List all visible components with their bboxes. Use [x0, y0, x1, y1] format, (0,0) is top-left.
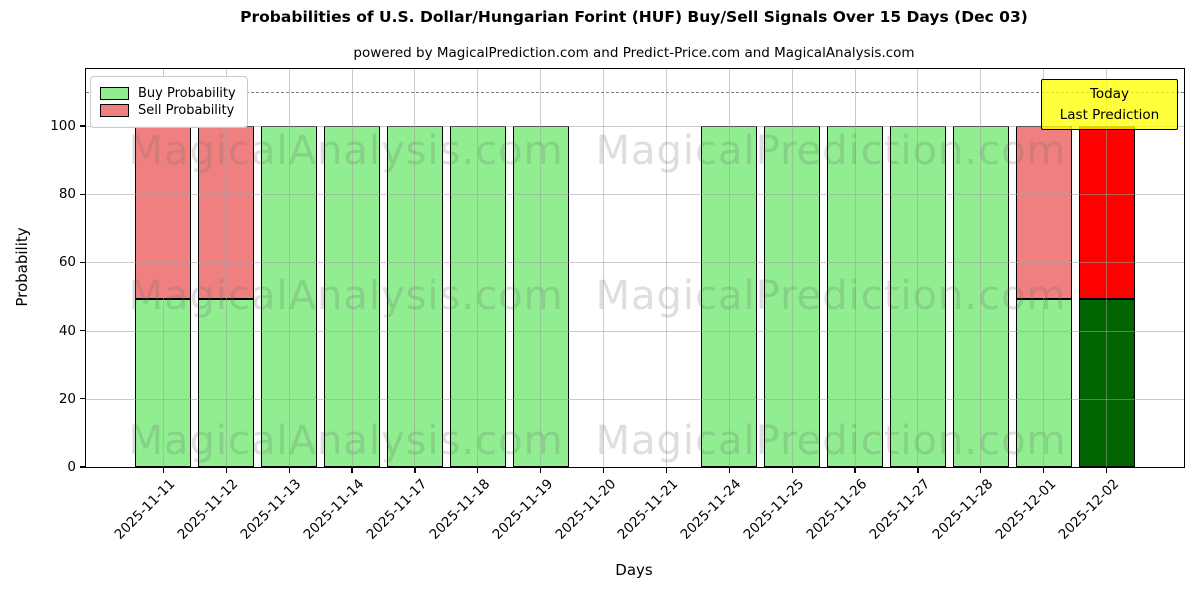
- y-tick: [79, 261, 85, 264]
- x-tick: [791, 468, 793, 473]
- x-tick: [225, 468, 227, 473]
- x-tick: [854, 468, 856, 473]
- v-gridline: [477, 69, 479, 467]
- today-annotation-line1: Today: [1089, 85, 1130, 102]
- v-gridline: [603, 69, 605, 467]
- v-gridline: [665, 69, 667, 467]
- legend-swatch-sell: [100, 104, 129, 117]
- plot-area: Buy Probability Sell Probability Today L…: [50, 68, 1185, 543]
- y-tick: [79, 329, 85, 332]
- y-tick: [79, 398, 85, 400]
- watermark-text: MagicalPrediction.com: [595, 418, 1067, 464]
- chart-subtitle: powered by MagicalPrediction.com and Pre…: [353, 45, 915, 61]
- v-gridline: [917, 69, 919, 467]
- v-gridline: [288, 69, 290, 467]
- v-gridline: [1043, 69, 1045, 467]
- today-annotation-line2: Last Prediction: [1059, 106, 1160, 123]
- v-gridline: [414, 69, 416, 467]
- x-tick: [665, 468, 668, 473]
- y-tick: [79, 466, 85, 468]
- h-gridline: [86, 262, 1184, 264]
- y-tick-label: 60: [58, 254, 76, 271]
- y-tick-label: 80: [58, 186, 76, 203]
- watermark-text: MagicalAnalysis.com: [128, 128, 564, 174]
- y-tick-label: 100: [50, 117, 76, 134]
- x-tick: [602, 468, 605, 473]
- x-tick: [477, 468, 479, 473]
- h-gridline: [86, 125, 1184, 127]
- y-tick-label: 0: [67, 459, 76, 475]
- x-axis-label: Days: [615, 561, 653, 579]
- x-tick: [1105, 468, 1108, 473]
- x-tick: [351, 468, 353, 473]
- x-tick: [288, 468, 290, 473]
- v-gridline: [728, 69, 730, 467]
- dashed-guide-line: [86, 91, 1184, 93]
- chart-title: Probabilities of U.S. Dollar/Hungarian F…: [240, 8, 1028, 26]
- x-tick: [728, 468, 730, 473]
- v-gridline: [791, 69, 793, 467]
- legend-label-buy: Buy Probability: [138, 86, 236, 101]
- v-gridline: [980, 69, 982, 467]
- y-tick: [79, 193, 85, 195]
- today-annotation: Today Last Prediction: [1041, 79, 1178, 130]
- watermark-text: MagicalPrediction.com: [595, 273, 1067, 319]
- v-gridline: [540, 69, 542, 467]
- v-gridline: [225, 69, 227, 467]
- x-tick: [162, 468, 165, 473]
- watermark-text: MagicalPrediction.com: [595, 128, 1067, 174]
- h-gridline: [86, 398, 1184, 400]
- x-tick: [917, 468, 919, 473]
- x-tick: [540, 468, 542, 473]
- x-tick: [1043, 468, 1045, 473]
- legend: Buy Probability Sell Probability: [90, 76, 248, 128]
- v-gridline: [854, 69, 856, 467]
- y-tick: [79, 125, 85, 127]
- legend-swatch-buy: [100, 87, 129, 100]
- watermark-text: MagicalAnalysis.com: [128, 273, 564, 319]
- v-gridline: [351, 69, 353, 467]
- y-tick-label: 20: [58, 390, 76, 407]
- v-gridline: [1106, 69, 1108, 467]
- y-tick-label: 40: [58, 322, 76, 339]
- watermark-text: MagicalAnalysis.com: [128, 418, 564, 464]
- h-gridline: [86, 194, 1184, 196]
- legend-label-sell: Sell Probability: [138, 103, 235, 118]
- h-gridline: [86, 330, 1184, 332]
- legend-item-buy: Buy Probability: [100, 86, 236, 101]
- legend-item-sell: Sell Probability: [100, 103, 236, 118]
- v-gridline: [162, 69, 164, 467]
- x-tick: [980, 468, 982, 473]
- x-tick: [414, 468, 416, 473]
- y-axis-label: Probability: [13, 227, 31, 307]
